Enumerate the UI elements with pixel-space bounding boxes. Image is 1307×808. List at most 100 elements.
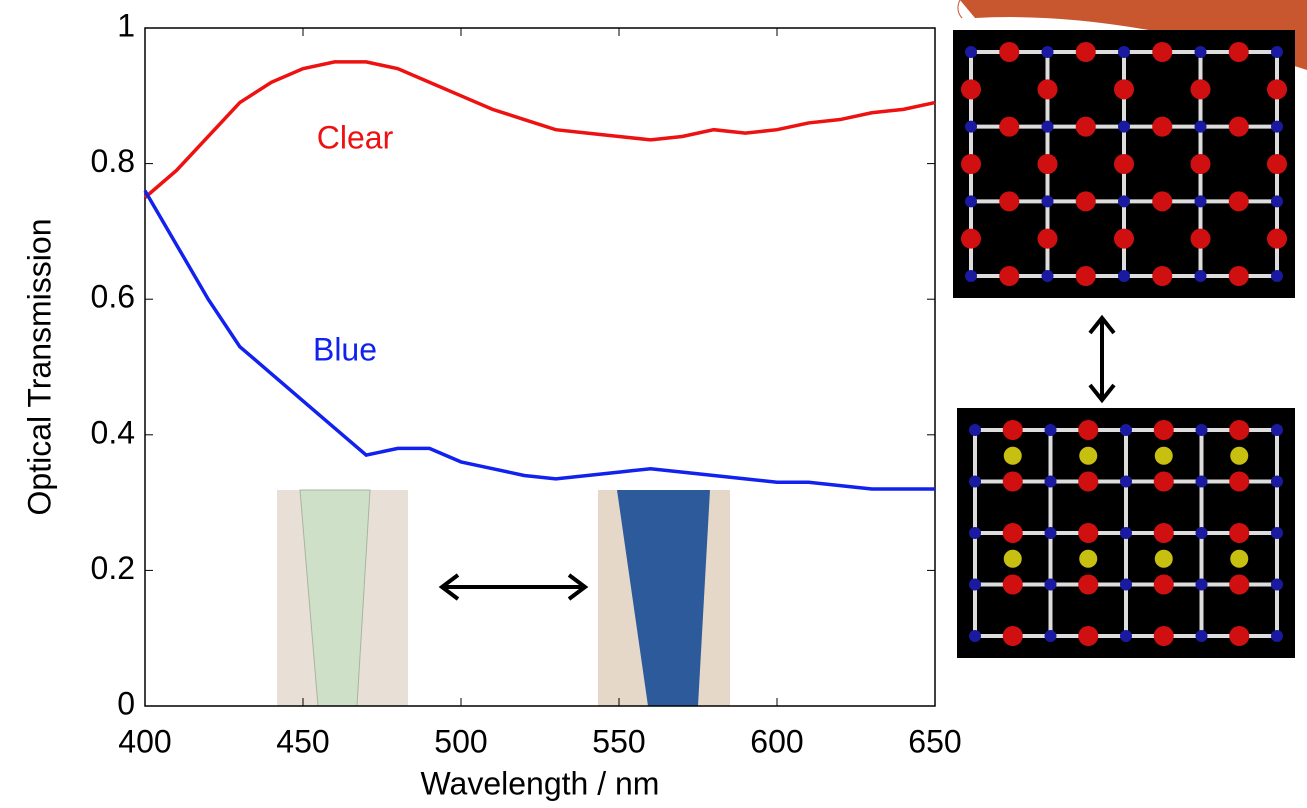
atom (1152, 191, 1173, 212)
atom (1229, 471, 1250, 492)
atom (1267, 228, 1287, 249)
atom (1003, 549, 1022, 568)
atom (1078, 523, 1099, 543)
x-tick-label: 400 (118, 723, 171, 759)
atom (1120, 630, 1132, 642)
atom (1153, 626, 1174, 646)
atom (1037, 79, 1058, 100)
atom (1195, 527, 1208, 539)
atom (1228, 42, 1249, 62)
y-tick-label: 0.8 (91, 143, 135, 179)
atom (1190, 228, 1211, 249)
atom (1114, 154, 1134, 174)
atom (1044, 578, 1057, 591)
x-tick-label: 450 (276, 723, 329, 759)
atom (1154, 446, 1173, 465)
series-label: Blue (313, 331, 377, 367)
double-arrow (438, 314, 1116, 601)
atom (1037, 154, 1058, 174)
atom (1153, 420, 1174, 440)
atom (1195, 475, 1208, 488)
atom (969, 630, 981, 642)
atom (1195, 424, 1208, 436)
atom (1118, 270, 1130, 282)
atom (1120, 578, 1132, 591)
y-tick-label: 1 (117, 7, 135, 43)
atom (1195, 630, 1208, 642)
atom (1075, 266, 1096, 286)
plot-frame (144, 27, 936, 707)
atom (1190, 154, 1211, 174)
atom (1075, 42, 1096, 62)
photo-blue (598, 490, 730, 706)
crystal-lattice (969, 420, 1283, 646)
atom (1229, 626, 1250, 646)
atom (1267, 79, 1287, 100)
atom (1194, 46, 1207, 58)
atom (1118, 120, 1130, 133)
atom (1002, 523, 1023, 543)
atom (1153, 523, 1174, 543)
atom (1078, 420, 1099, 440)
atom (1153, 574, 1174, 595)
atom (1041, 270, 1054, 282)
atom (1194, 270, 1207, 282)
atom (1152, 266, 1173, 286)
atom (1044, 527, 1057, 539)
y-tick-label: 0.4 (91, 414, 135, 450)
atom (1194, 120, 1207, 133)
series-label: Clear (317, 119, 394, 155)
atom (969, 424, 981, 436)
atom (969, 475, 981, 488)
x-tick-label: 650 (908, 723, 961, 759)
series-line (143, 60, 936, 199)
atom (1190, 79, 1211, 100)
atom (1228, 116, 1249, 137)
atom (1195, 578, 1208, 591)
atom (1002, 574, 1023, 595)
decoration (957, 0, 963, 19)
y-axis-label: Optical Transmission (21, 219, 57, 516)
atom (1120, 527, 1132, 539)
atom (1037, 228, 1058, 249)
atom (1041, 120, 1054, 133)
atom (969, 578, 981, 591)
atom (1002, 471, 1023, 492)
y-tick-label: 0 (117, 685, 135, 721)
y-tick-label: 0.2 (91, 550, 135, 586)
atom (1044, 630, 1057, 642)
atom (1228, 191, 1249, 212)
atom (1044, 424, 1057, 436)
atom (1078, 471, 1099, 492)
atom (1079, 549, 1098, 568)
decoration (960, 0, 1307, 70)
atom (1078, 574, 1099, 595)
atom (999, 42, 1020, 62)
atom (969, 527, 981, 539)
atom (1152, 42, 1173, 62)
atom (1271, 120, 1283, 133)
atom (965, 46, 977, 58)
atom (1044, 475, 1057, 488)
atom (1114, 79, 1134, 100)
x-tick-label: 550 (592, 723, 645, 759)
atom (999, 116, 1020, 137)
atom (1194, 195, 1207, 208)
atom (1118, 195, 1130, 208)
atom (1271, 527, 1283, 539)
atom (1267, 154, 1287, 174)
atom (1079, 446, 1098, 465)
atom (1075, 191, 1096, 212)
atom (961, 79, 981, 100)
atom (1229, 420, 1250, 440)
atom (1153, 471, 1174, 492)
atom (1002, 626, 1023, 646)
atom (1078, 626, 1099, 646)
atom (1271, 424, 1283, 436)
atom (961, 154, 981, 174)
atom (1271, 578, 1283, 591)
atom (1271, 195, 1283, 208)
atom (1003, 446, 1022, 465)
atom (1271, 46, 1283, 58)
